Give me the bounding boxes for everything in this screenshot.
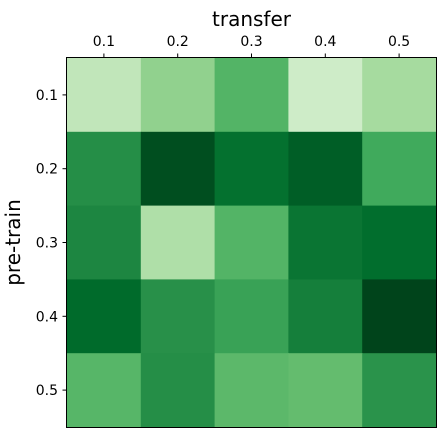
x-ticks: 0.1 0.2 0.3 0.4 0.5 — [93, 34, 410, 58]
x-tick-label: 0.2 — [167, 34, 189, 50]
y-tick-label: 0.4 — [36, 309, 58, 325]
heatmap-cell — [362, 131, 437, 207]
x-tick-label: 0.3 — [240, 34, 262, 50]
heatmap-cell — [214, 58, 289, 133]
heatmap-cell — [214, 279, 289, 354]
heatmap-cell — [214, 131, 289, 207]
heatmap-cell — [140, 58, 216, 133]
heatmap-cell — [140, 279, 216, 354]
y-tick-label: 0.2 — [36, 162, 58, 178]
heatmap-cell — [288, 205, 363, 280]
heatmap-cell — [67, 279, 142, 354]
heatmap-cell — [140, 131, 216, 207]
x-tick-label: 0.1 — [93, 34, 115, 50]
heatmap-cell — [214, 205, 289, 280]
heatmap-cell — [288, 353, 363, 428]
y-tick-label: 0.5 — [36, 383, 58, 399]
heatmap-cell — [362, 58, 437, 133]
x-tick-label: 0.4 — [314, 34, 336, 50]
heatmap-cell — [67, 205, 142, 280]
heatmap-cell — [67, 353, 142, 428]
heatmap-cell — [362, 353, 437, 428]
heatmap-cell — [362, 279, 437, 354]
x-tick-label: 0.5 — [388, 34, 410, 50]
heatmap-cell — [214, 353, 289, 428]
heatmap-cell — [140, 353, 216, 428]
heatmap-cell — [362, 205, 437, 280]
heatmap-cells — [67, 58, 437, 428]
y-axis-title: pre-train — [1, 199, 25, 286]
y-ticks: 0.1 0.2 0.3 0.4 0.5 — [36, 88, 67, 399]
heatmap-cell — [140, 205, 216, 280]
heatmap-cell — [67, 58, 142, 133]
x-axis-title: transfer — [212, 7, 292, 31]
heatmap-cell — [67, 131, 142, 207]
y-tick-label: 0.1 — [36, 88, 58, 104]
heatmap-cell — [288, 131, 363, 207]
heatmap-cell — [288, 279, 363, 354]
y-tick-label: 0.3 — [36, 236, 58, 252]
heatmap-cell — [288, 58, 363, 133]
